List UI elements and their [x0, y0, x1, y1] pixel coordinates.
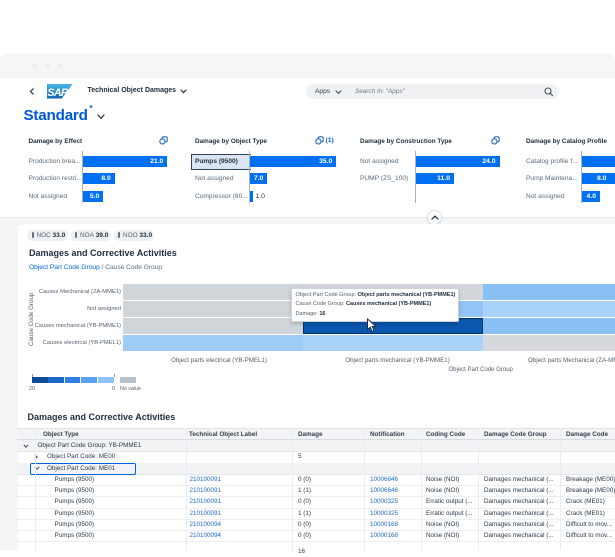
svg-text:SAP: SAP: [47, 87, 69, 99]
